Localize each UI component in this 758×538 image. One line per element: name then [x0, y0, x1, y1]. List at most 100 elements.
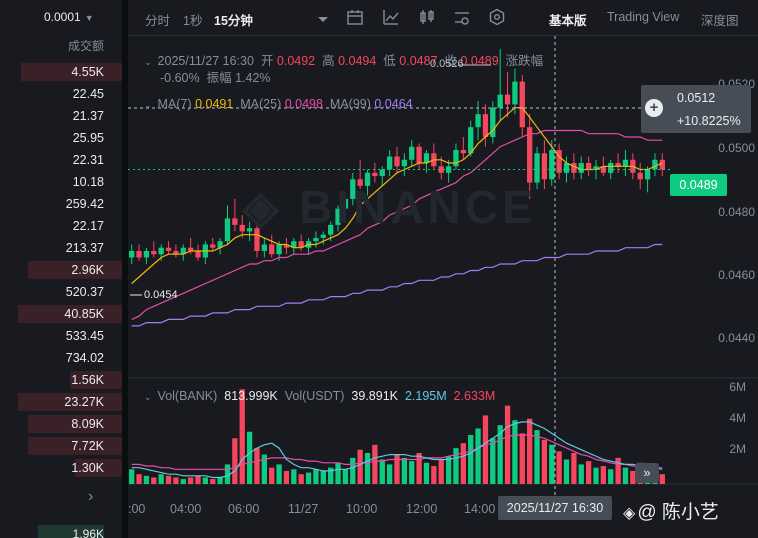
orderbook-row[interactable]: 1.30K: [0, 457, 122, 479]
candle-body: [291, 241, 297, 248]
volume-bar: [342, 469, 349, 484]
chevron-down-icon[interactable]: ⌄: [144, 57, 152, 67]
change-value: -0.60%: [160, 71, 200, 85]
orderbook-row[interactable]: 10.18: [0, 171, 122, 193]
add-order-icon[interactable]: +: [645, 99, 663, 117]
chevron-down-icon[interactable]: ⌄: [144, 100, 152, 110]
volume-bar: [416, 452, 422, 484]
volume-bar: [291, 469, 297, 484]
timeframe-1s[interactable]: 1秒: [183, 14, 203, 28]
timeframe-dropdown-icon[interactable]: [314, 11, 332, 29]
volume-bar: [335, 462, 341, 484]
volume-bar: [423, 462, 430, 484]
time-tick: :00: [128, 502, 146, 516]
chevron-right-icon[interactable]: ›: [88, 488, 94, 505]
orderbook-row[interactable]: 22.17: [0, 215, 122, 237]
precision-value: 0.0001: [44, 10, 81, 24]
orderbook-row[interactable]: 40.85K: [0, 303, 122, 325]
ma99-value: 0.0464: [374, 97, 413, 111]
candle-body: [173, 250, 179, 255]
volume-bar: [468, 435, 474, 484]
candle-body: [644, 169, 651, 180]
volume-bar: [232, 438, 238, 484]
candle-type-icon[interactable]: [418, 8, 436, 26]
orderbook-value: 259.42: [65, 197, 104, 211]
orderbook-row[interactable]: 213.37: [0, 237, 122, 259]
time-tick: 12:00: [406, 502, 438, 516]
candle-body: [386, 156, 393, 170]
orderbook-value: 734.02: [65, 351, 104, 365]
orderbook-row[interactable]: 520.37: [0, 281, 122, 303]
orderbook-row[interactable]: 734.02: [0, 347, 122, 369]
ma7-line: [131, 107, 663, 284]
volume-bar: [453, 448, 459, 484]
view-depth[interactable]: 深度图: [701, 14, 739, 28]
candle-body: [453, 150, 459, 167]
timeframe-line[interactable]: 分时: [145, 14, 171, 28]
panel-divider[interactable]: [122, 0, 128, 538]
orderbook-value: 22.31: [72, 153, 104, 167]
orderbook-row[interactable]: 8.09K: [0, 413, 122, 435]
orderbook-value: 23.27K: [64, 395, 104, 409]
candle-body: [460, 150, 466, 154]
candle-body: [608, 163, 614, 173]
orderbook-row[interactable]: 1.56K: [0, 369, 122, 391]
depth-bar: [38, 525, 104, 538]
orderbook-row[interactable]: 21.37: [0, 105, 122, 127]
volume-bar: [659, 474, 665, 484]
orderbook-row[interactable]: 4.55K: [0, 61, 122, 83]
orderbook-row[interactable]: 25.95: [0, 127, 122, 149]
ma99-line: [131, 243, 663, 327]
volume-bar: [328, 467, 334, 484]
candle-body: [571, 163, 577, 173]
candle-body: [475, 114, 481, 128]
volume-bar: [129, 469, 135, 484]
price-tick: 0.0500: [718, 141, 755, 155]
volume-bar: [482, 415, 489, 484]
orderbook-row[interactable]: 22.31: [0, 149, 122, 171]
time-tick: 10:00: [346, 502, 378, 516]
volume-bar: [158, 474, 164, 484]
orderbook-row[interactable]: 2.96K: [0, 259, 122, 281]
orderbook-row[interactable]: 22.45: [0, 83, 122, 105]
candle-body: [394, 156, 400, 167]
candle-body: [283, 244, 290, 248]
drawing-tools-icon[interactable]: [453, 8, 471, 26]
indicator-icon[interactable]: [382, 8, 400, 26]
close-value: 0.0489: [460, 54, 499, 68]
open-label: 开: [260, 54, 274, 68]
volume-bar: [608, 469, 614, 484]
ma7-value: 0.0491: [195, 97, 234, 111]
crosshair-price-box: + 0.0512 +10.8225%: [641, 85, 751, 133]
settings-hex-icon[interactable]: [488, 8, 506, 26]
exchange-watermark: ◈ BINANCE: [243, 181, 537, 233]
crosshair: [128, 36, 670, 496]
volume-bar: [195, 475, 201, 484]
ma25-value: 0.0498: [284, 97, 323, 111]
candle-body: [401, 159, 408, 167]
candle-body: [151, 250, 157, 255]
candle-body: [158, 247, 164, 255]
candle-body: [320, 234, 326, 238]
kline-chart[interactable]: 分时 1秒 15分钟 基本版 Trading View 深度图 ◈ BINANC…: [128, 0, 758, 538]
kline-plot[interactable]: [128, 0, 758, 538]
candle-body: [232, 218, 238, 225]
orderbook-row[interactable]: 7.72K: [0, 435, 122, 457]
timeframe-15m[interactable]: 15分钟: [214, 14, 253, 28]
depth-bar: [28, 261, 122, 279]
view-basic[interactable]: 基本版: [549, 14, 587, 28]
view-tradingview[interactable]: Trading View: [607, 10, 680, 24]
scroll-to-latest-button[interactable]: »: [635, 463, 659, 483]
chevron-down-icon[interactable]: ⌄: [144, 392, 152, 402]
volume-bar: [630, 470, 636, 484]
calendar-settings-icon[interactable]: [346, 8, 364, 26]
amplitude-value: 1.42%: [235, 71, 271, 85]
orderbook-row[interactable]: 259.42: [0, 193, 122, 215]
volume-bar: [438, 459, 444, 484]
orderbook-row[interactable]: 533.45: [0, 325, 122, 347]
orderbook-row[interactable]: 23.27K: [0, 391, 122, 413]
precision-select[interactable]: 0.0001 ▼: [44, 10, 94, 24]
chevron-down-icon: ▼: [84, 13, 94, 23]
orderbook-value: 2.96K: [71, 263, 104, 277]
orderbook-value: 1.56K: [71, 373, 104, 387]
